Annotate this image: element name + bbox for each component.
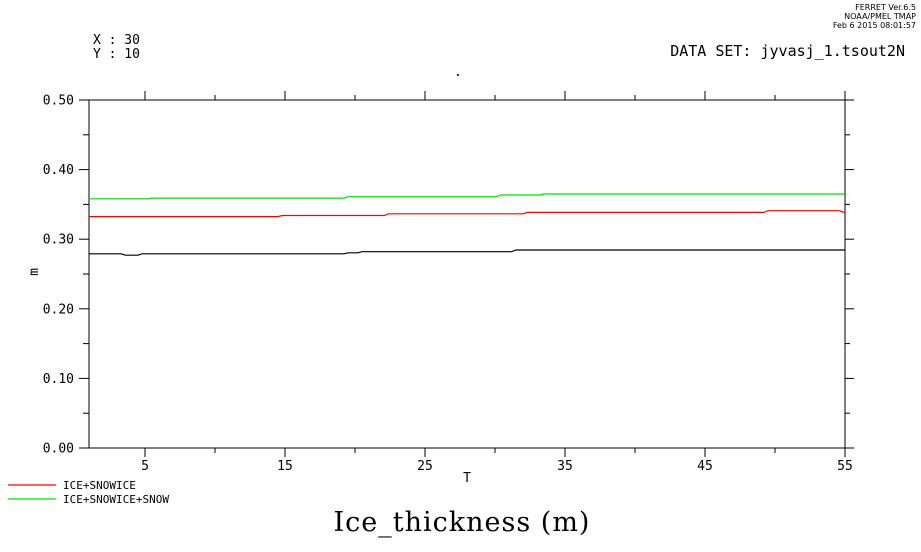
y-tick-label: 0.30: [43, 233, 74, 248]
context-block: X : 30 Y : 10: [93, 33, 140, 62]
timestamp-text: Feb 6 2015 08:01:57: [833, 21, 916, 30]
header-block: FERRET Ver.6.5 NOAA/PMEL TMAP Feb 6 2015…: [833, 3, 916, 30]
plot-frame: [88, 99, 846, 449]
x-tick-label: 15: [277, 459, 293, 474]
x-tick-label: 55: [837, 459, 853, 474]
data-series: [89, 193, 846, 256]
ferret-version-text: FERRET Ver.6.5: [855, 3, 916, 12]
x-tick-label: 45: [697, 459, 713, 474]
x-axis-title: T: [463, 471, 471, 486]
series-line: [89, 193, 845, 200]
y-tick-label: 0.20: [43, 302, 74, 317]
y-context-label: Y : 10: [93, 47, 140, 62]
x-tick-label: 25: [417, 459, 433, 474]
series-line: [89, 249, 845, 256]
legend-label-ice-snowice: ICE+SNOWICE: [63, 479, 136, 492]
y-tick-label: 0.50: [43, 94, 74, 109]
chart-title: Ice_thickness (m): [334, 507, 591, 538]
y-axis-title: m: [27, 268, 42, 276]
axes: 5 15 25 35 45 55 0.00 0.10 0.20 0.30 0.40 0.50: [43, 91, 854, 474]
x-tick-label: 35: [557, 459, 573, 474]
y-tick-label: 0.10: [43, 372, 74, 387]
noaa-pmel-text: NOAA/PMEL TMAP: [844, 12, 916, 21]
stray-dot: .: [454, 65, 462, 80]
x-tick-label: 5: [141, 459, 149, 474]
x-context-label: X : 30: [93, 33, 140, 48]
y-tick-label: 0.40: [43, 163, 74, 178]
y-tick-label: 0.00: [43, 442, 74, 457]
dataset-label: DATA SET: jyvasj_1.tsout2N: [670, 42, 905, 60]
legend: ICE+SNOWICE ICE+SNOWICE+SNOW: [8, 479, 169, 506]
legend-label-ice-snowice-snow: ICE+SNOWICE+SNOW: [63, 493, 169, 506]
series-line: [89, 210, 846, 218]
